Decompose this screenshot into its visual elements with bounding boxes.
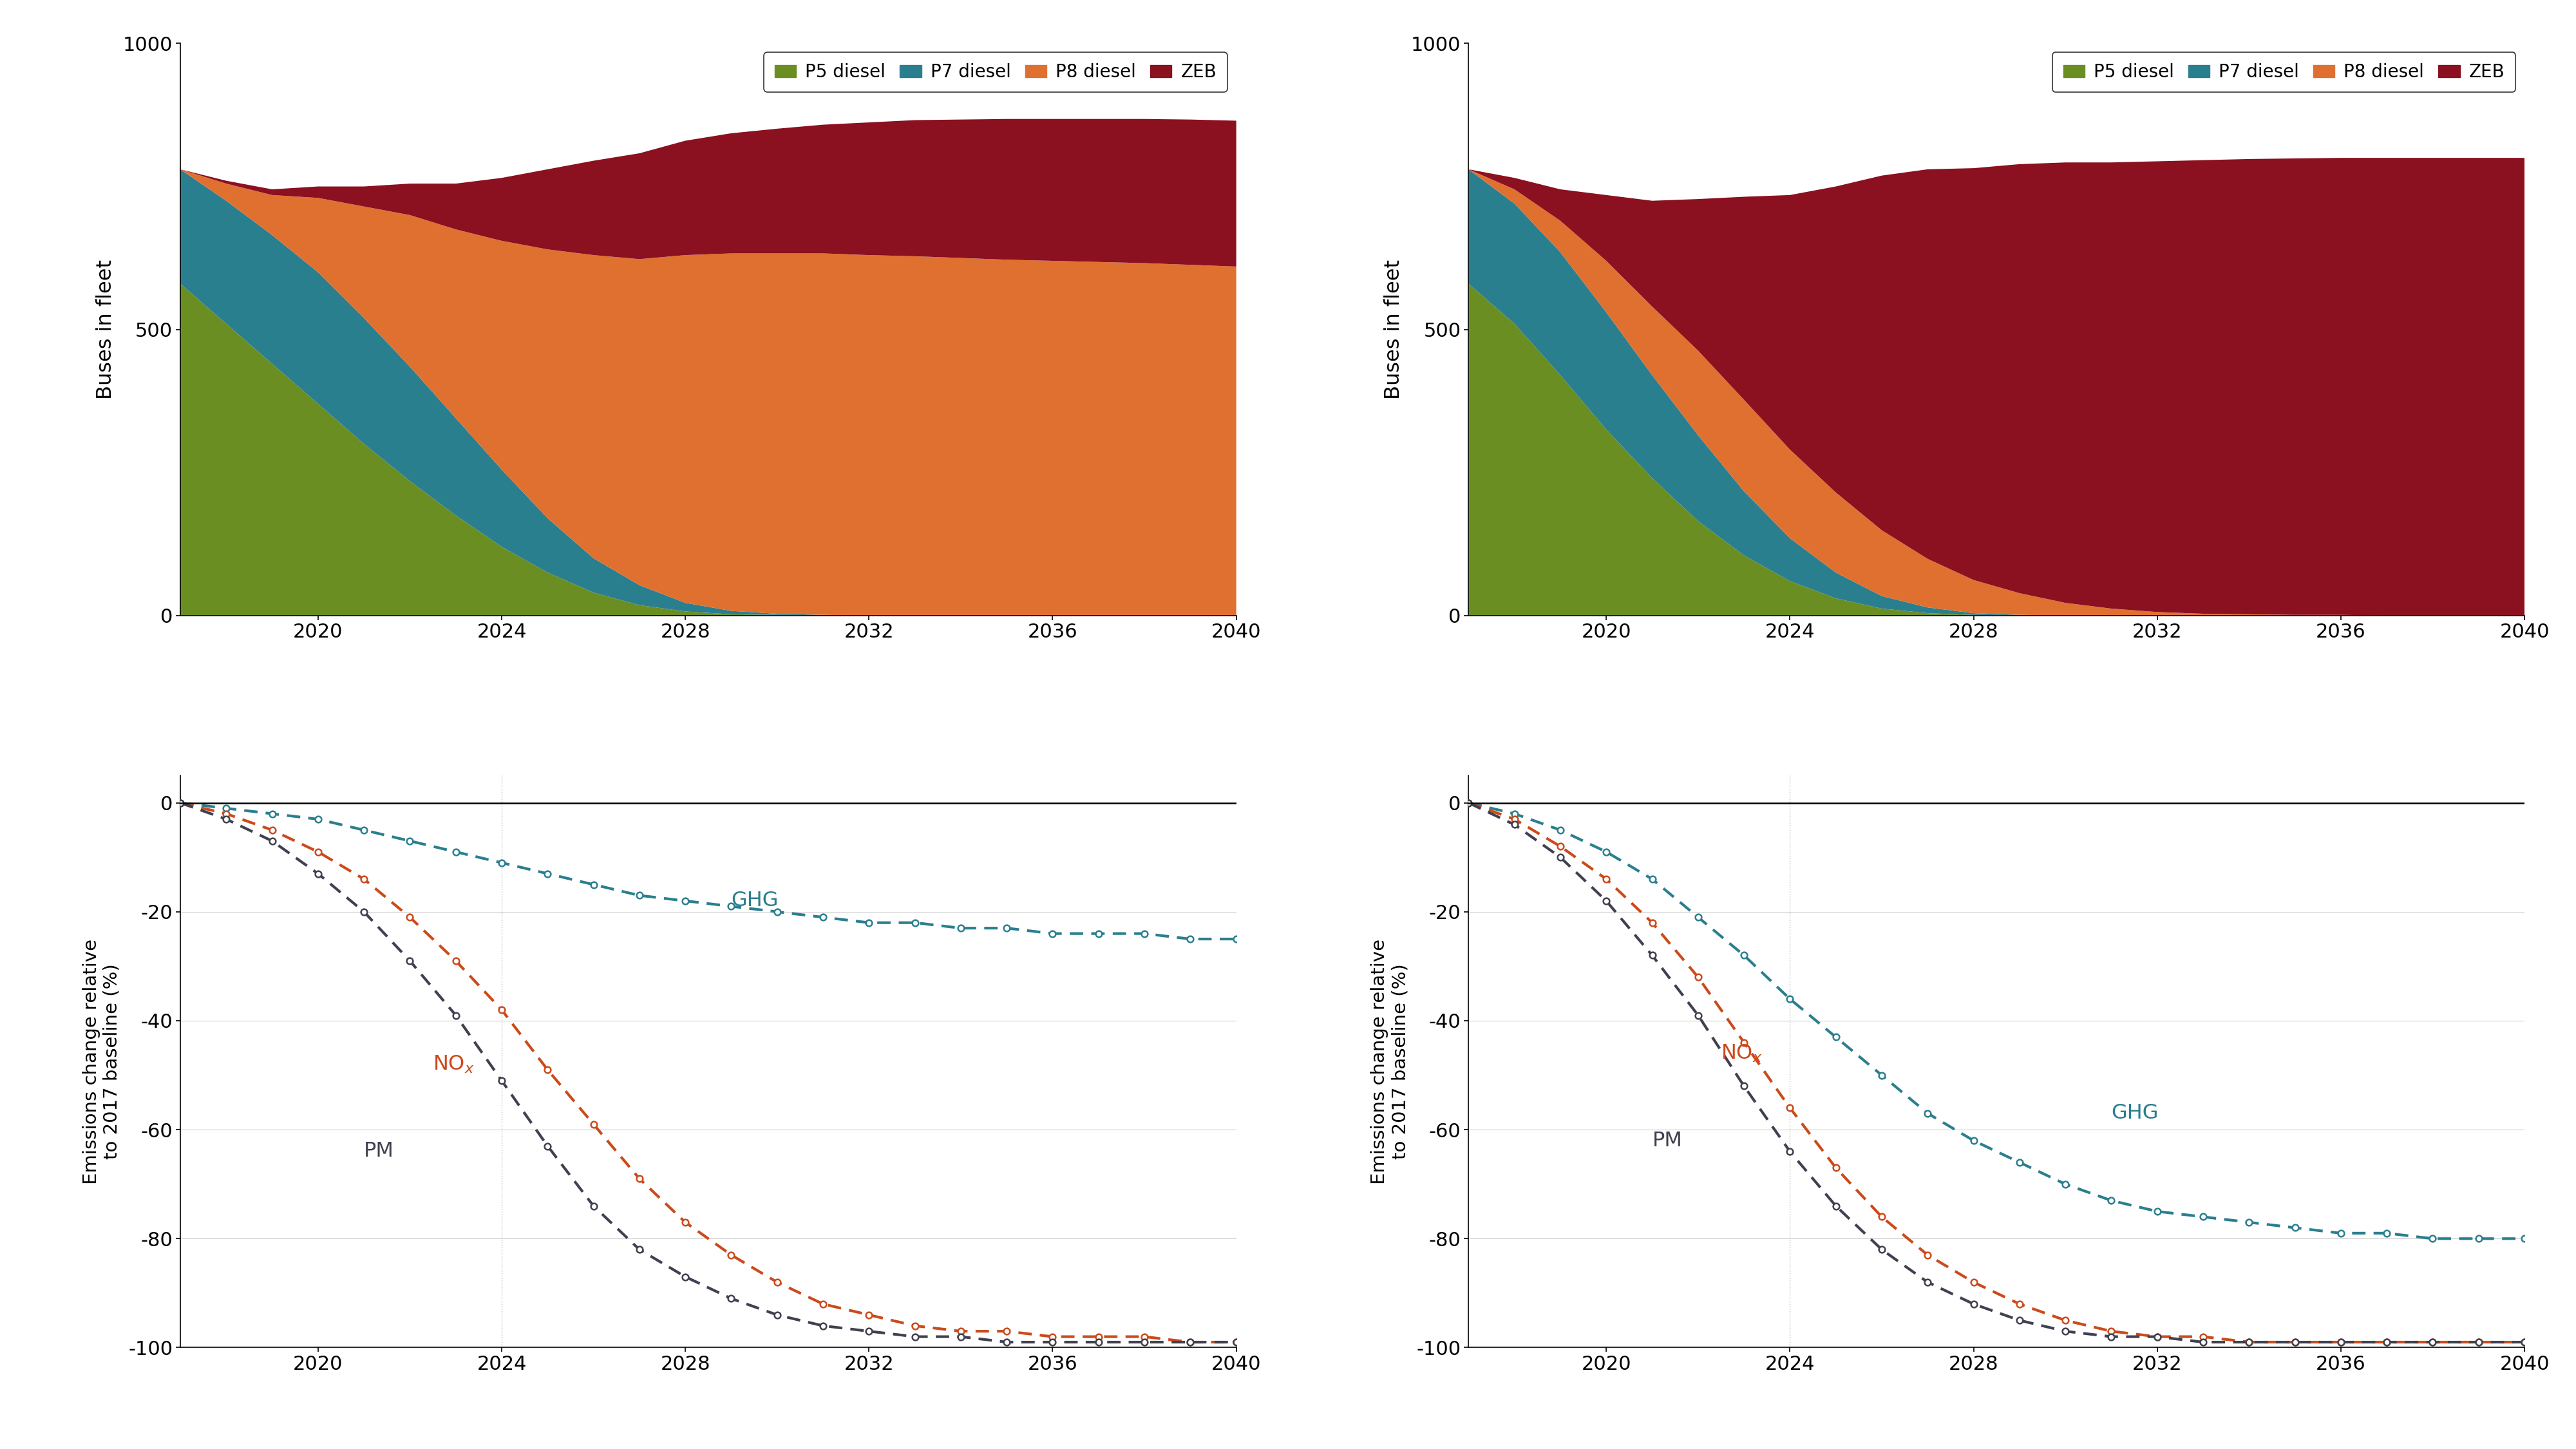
Y-axis label: Emissions change relative
to 2017 baseline (%): Emissions change relative to 2017 baseli… [1370,939,1409,1184]
Text: NO$_x$: NO$_x$ [1721,1043,1762,1064]
Text: NO$_x$: NO$_x$ [433,1053,474,1075]
Text: PM: PM [1651,1130,1682,1151]
Y-axis label: Buses in fleet: Buses in fleet [1383,259,1404,400]
Y-axis label: Buses in fleet: Buses in fleet [95,259,116,400]
Text: GHG: GHG [2112,1103,2159,1123]
Legend: P5 diesel, P7 diesel, P8 diesel, ZEB: P5 diesel, P7 diesel, P8 diesel, ZEB [2053,52,2517,91]
Text: GHG: GHG [732,891,778,911]
Legend: P5 diesel, P7 diesel, P8 diesel, ZEB: P5 diesel, P7 diesel, P8 diesel, ZEB [765,52,1226,91]
Text: PM: PM [363,1142,394,1162]
Y-axis label: Emissions change relative
to 2017 baseline (%): Emissions change relative to 2017 baseli… [82,939,121,1184]
